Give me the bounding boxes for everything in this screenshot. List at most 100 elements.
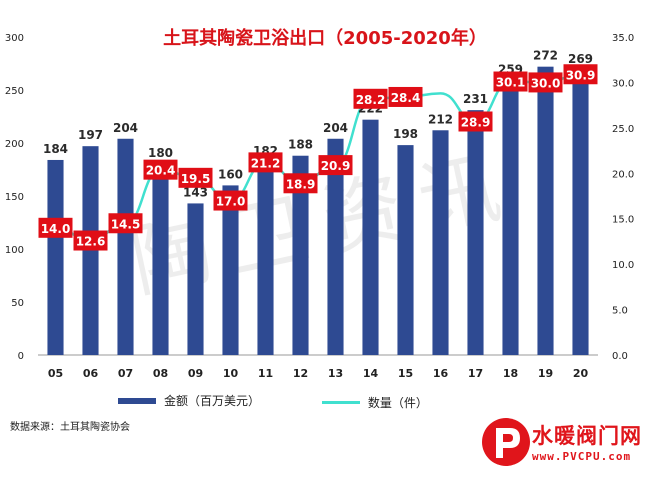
chart-title: 土耳其陶瓷卫浴出口（2005-2020年）: [163, 28, 487, 49]
bar-08: [152, 164, 169, 355]
bar-14: [362, 119, 379, 356]
x-tick-label: 08: [153, 367, 168, 380]
right-axis-tick: 30.0: [612, 78, 634, 89]
line-value-label: 19.5: [181, 172, 211, 186]
legend-swatch-bar: [118, 397, 156, 404]
left-axis-tick: 0: [18, 351, 24, 362]
x-tick-label: 15: [398, 367, 413, 380]
line-value-label: 18.9: [286, 177, 316, 191]
left-axis-tick: 300: [5, 33, 24, 44]
legend-swatch-line: [321, 400, 360, 404]
x-tick-label: 10: [223, 367, 239, 380]
right-axis-tick: 20.0: [612, 169, 634, 180]
bar-10: [222, 185, 239, 355]
bar-value-label: 184: [43, 142, 68, 156]
bar-11: [257, 162, 274, 355]
x-tick-label: 20: [573, 367, 589, 380]
line-value-label: 28.2: [356, 93, 386, 107]
line-value-label: 30.0: [531, 76, 561, 90]
line-value-label: 28.9: [461, 115, 491, 129]
bar-12: [292, 155, 309, 355]
logo-name[interactable]: 水暖阀门网: [532, 424, 642, 448]
line-label-box: [458, 111, 493, 132]
line-value-label: 14.0: [41, 222, 71, 236]
bar-17: [467, 110, 484, 355]
bar-value-label: 188: [288, 138, 313, 152]
line-label-box: [143, 159, 178, 180]
x-tick-label: 13: [328, 367, 343, 380]
bar-16: [432, 130, 449, 355]
line-value-label: 17.0: [216, 195, 246, 209]
bar-value-label: 272: [533, 49, 558, 63]
x-tick-label: 07: [118, 367, 133, 380]
bar-07: [117, 138, 134, 355]
bar-20: [572, 69, 589, 356]
line-label-box: [73, 230, 108, 251]
bar-value-label: 204: [113, 121, 138, 135]
bar-18: [502, 80, 519, 356]
x-tick-label: 09: [188, 367, 203, 380]
bar-05: [47, 159, 64, 355]
x-tick-label: 17: [468, 367, 483, 380]
left-axis-tick: 50: [11, 298, 24, 309]
right-axis-tick: 10.0: [612, 260, 634, 271]
line-label-box: [353, 88, 388, 109]
line-value-label: 30.1: [496, 76, 526, 90]
line-value-label: 20.4: [146, 164, 176, 178]
x-tick-label: 18: [503, 367, 518, 380]
line-value-label: 30.9: [566, 68, 596, 82]
left-axis-tick: 250: [5, 86, 24, 97]
x-tick-label: 06: [83, 367, 99, 380]
left-axis-tick: 150: [5, 192, 24, 203]
left-axis-tick: 200: [5, 139, 24, 150]
legend: 金额（百万美元） 数量（件）: [118, 392, 486, 411]
site-logo[interactable]: [476, 410, 646, 476]
line-label-box: [38, 217, 73, 238]
line-value-label: 12.6: [76, 235, 106, 249]
source-note: 数据来源：土耳其陶瓷协会: [10, 422, 130, 433]
line-label-box: [283, 173, 318, 194]
bar-value-label: 160: [218, 167, 243, 181]
legend-label-quantity: 数量（件）: [367, 395, 428, 410]
legend-item-quantity: 数量（件）: [321, 394, 428, 411]
x-tick-label: 12: [293, 367, 308, 380]
right-axis-tick: 0.0: [612, 351, 628, 362]
bar-value-label: 212: [428, 112, 453, 126]
line-value-label: 14.5: [111, 217, 141, 231]
bar-value-label: 269: [568, 52, 593, 66]
right-axis-tick: 25.0: [612, 124, 634, 135]
line-label-box: [493, 71, 528, 92]
legend-item-amount: 金额（百万美元）: [118, 392, 260, 409]
bar-value-label: 197: [78, 128, 103, 142]
logo-url[interactable]: www.PVCPU.com: [532, 450, 632, 463]
line-label-box: [388, 86, 423, 107]
line-value-label: 20.9: [321, 159, 351, 173]
line-label-box: [108, 213, 143, 234]
bar-15: [397, 145, 414, 355]
legend-label-amount: 金额（百万美元）: [164, 394, 261, 408]
line-label-box: [563, 64, 598, 85]
left-axis-tick: 100: [5, 245, 24, 256]
x-tick-label: 11: [258, 367, 273, 380]
line-label-box: [248, 152, 283, 173]
x-tick-label: 14: [363, 367, 379, 380]
bar-09: [187, 203, 204, 355]
logo-p-icon: [496, 428, 520, 458]
x-tick-label: 19: [538, 367, 553, 380]
bar-value-label: 204: [323, 121, 348, 135]
combo-chart: 陶卫资讯0501001502002503000.05.010.015.020.0…: [5, 33, 634, 380]
bar-value-label: 231: [463, 92, 488, 106]
right-axis-tick: 35.0: [612, 33, 634, 44]
bar-19: [537, 66, 554, 356]
line-label-box: [318, 155, 353, 176]
bar-06: [82, 146, 99, 355]
bar-13: [327, 138, 344, 355]
bar-value-label: 198: [393, 127, 418, 141]
line-label-box: [213, 190, 248, 211]
bar-value-label: 143: [183, 185, 208, 199]
right-axis-tick: 5.0: [612, 306, 628, 317]
x-tick-label: 16: [433, 367, 449, 380]
bar-value-label: 180: [148, 146, 173, 160]
line-value-label: 21.2: [251, 156, 281, 170]
